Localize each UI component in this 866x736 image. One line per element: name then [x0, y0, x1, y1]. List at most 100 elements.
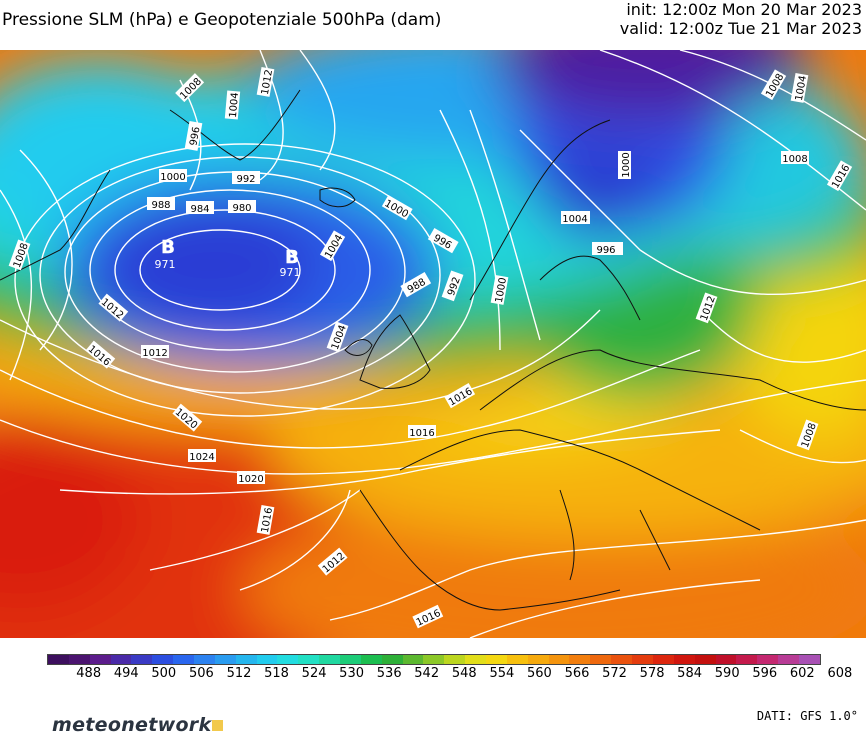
low-center-value: 971: [280, 266, 301, 279]
colorbar-swatch: [506, 655, 528, 664]
colorbar-swatch: [757, 655, 779, 664]
colorbar-tick-label: 602: [789, 666, 815, 681]
isobar-label: 1000: [490, 274, 509, 305]
colorbar-swatch: [611, 655, 633, 664]
colorbar-swatch: [527, 655, 549, 664]
colorbar-tick-label: 512: [226, 666, 252, 681]
svg-text:1000: 1000: [160, 172, 185, 183]
svg-text:1016: 1016: [409, 428, 434, 439]
colorbar: [47, 654, 821, 665]
colorbar-swatch: [194, 655, 215, 664]
data-source: DATI: GFS 1.0°: [756, 709, 858, 723]
colorbar-swatch: [652, 655, 674, 664]
svg-text:1000: 1000: [621, 152, 632, 177]
isobar-label: 996: [592, 242, 620, 256]
colorbar-swatch: [798, 655, 820, 664]
colorbar-swatch: [486, 655, 507, 664]
svg-text:996: 996: [596, 245, 615, 256]
colorbar-tick-label: 524: [301, 666, 327, 681]
init-time: init: 12:00z Mon 20 Mar 2023: [626, 0, 862, 19]
svg-text:984: 984: [190, 204, 209, 215]
isobar-label: 1004: [224, 90, 241, 120]
colorbar-tick-label: 590: [714, 666, 740, 681]
colorbar-swatch: [381, 655, 403, 664]
svg-text:1004: 1004: [228, 92, 241, 118]
colorbar-swatch: [736, 655, 758, 664]
colorbar-swatch: [152, 655, 174, 664]
colorbar-tick-label: 500: [151, 666, 177, 681]
isobar-label: 1020: [237, 471, 265, 485]
svg-text:992: 992: [236, 174, 255, 185]
svg-text:980: 980: [232, 203, 251, 214]
colorbar-swatch: [131, 655, 153, 664]
colorbar-swatch: [569, 655, 591, 664]
svg-text:1004: 1004: [562, 214, 587, 225]
colorbar-swatch: [340, 655, 361, 664]
svg-text:1004: 1004: [794, 75, 809, 102]
isobar-label: 1024: [188, 449, 216, 463]
low-center-value: 971: [155, 258, 176, 271]
svg-text:1012: 1012: [142, 348, 167, 359]
colorbar-swatch: [444, 655, 466, 664]
colorbar-ticks: 488 494 500 506 512 518 524 530 536 542 548 554 560 5…: [47, 666, 852, 684]
svg-text:988: 988: [151, 200, 170, 211]
isobar-label: 984: [186, 201, 214, 215]
colorbar-tick-label: 548: [451, 666, 477, 681]
low-pressure-centers: B 971 B 971: [155, 237, 301, 279]
colorbar-tick-label: 608: [827, 666, 853, 681]
colorbar-swatch: [319, 655, 341, 664]
isobar-label: 1000: [618, 151, 632, 179]
valid-time: valid: 12:00z Tue 21 Mar 2023: [619, 19, 862, 38]
svg-text:1008: 1008: [782, 154, 807, 165]
colorbar-swatch: [277, 655, 299, 664]
colorbar-swatch: [423, 655, 445, 664]
colorbar-swatch: [68, 655, 90, 664]
colorbar-tick-label: 506: [188, 666, 214, 681]
colorbar-tick-label: 542: [414, 666, 440, 681]
isobar-label: 1004: [561, 211, 589, 225]
isobar-label: 1008: [781, 151, 809, 165]
colorbar-swatch: [632, 655, 653, 664]
svg-text:1000: 1000: [494, 277, 509, 304]
colorbar-tick-label: 560: [526, 666, 552, 681]
colorbar-swatch: [110, 655, 132, 664]
brand-logo: meteonetwork: [52, 714, 224, 736]
brand-square-icon: [212, 720, 224, 731]
isobar-label: 996: [184, 120, 203, 151]
geopotential-field: [0, 50, 866, 638]
colorbar-tick-label: 536: [376, 666, 402, 681]
low-center-symbol: B: [285, 247, 299, 268]
colorbar-tick-label: 572: [602, 666, 627, 681]
colorbar-swatch: [715, 655, 737, 664]
isobar-label: 992: [232, 171, 260, 185]
colorbar-swatch: [465, 655, 487, 664]
colorbar-swatch: [48, 655, 69, 664]
colorbar-swatch: [235, 655, 257, 664]
colorbar-tick-label: 578: [639, 666, 665, 681]
svg-text:1024: 1024: [189, 452, 214, 463]
colorbar-swatch: [548, 655, 570, 664]
colorbar-tick-label: 566: [564, 666, 590, 681]
colorbar-swatch: [590, 655, 612, 664]
svg-text:1012: 1012: [260, 69, 275, 96]
colorbar-swatch: [778, 655, 799, 664]
svg-text:1020: 1020: [238, 474, 263, 485]
svg-text:996: 996: [188, 126, 202, 147]
colorbar-tick-label: 584: [677, 666, 703, 681]
colorbar-tick-label: 596: [752, 666, 778, 681]
colorbar-swatch: [360, 655, 382, 664]
isobar-label: 1000: [159, 169, 187, 183]
isobar-label: 980: [228, 200, 256, 214]
isobar-label: 1004: [790, 72, 809, 103]
isobar-label: 1016: [408, 425, 436, 439]
low-center-symbol: B: [161, 237, 175, 258]
colorbar-swatch: [298, 655, 320, 664]
colorbar-tick-label: 554: [489, 666, 515, 681]
colorbar-tick-label: 488: [76, 666, 102, 681]
colorbar-swatch: [89, 655, 111, 664]
weather-map: B 971 B 971 1008 1012 1008 1004 996 1000 992 98…: [0, 50, 866, 638]
isobar-label: 1012: [141, 345, 169, 359]
isobar-label: 988: [147, 197, 175, 211]
colorbar-swatch: [402, 655, 424, 664]
